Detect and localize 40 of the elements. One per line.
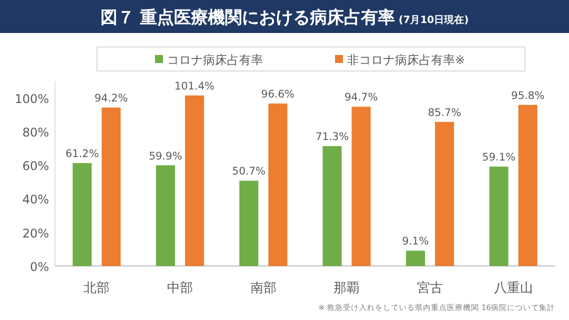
data-label: 96.6% [261, 88, 295, 101]
y-tick-label: 20% [22, 226, 49, 240]
bar [102, 108, 121, 266]
bar [72, 163, 92, 266]
data-label: 9.1% [402, 236, 429, 248]
x-tick-label: 宮古 [417, 280, 443, 296]
x-tick-label: 那覇 [334, 281, 360, 296]
data-label: 94.2% [94, 92, 128, 105]
y-tick-label: 60% [22, 159, 49, 174]
data-label: 71.3% [315, 131, 349, 144]
data-label: 59.9% [148, 150, 182, 162]
x-tick-label: 八重山 [494, 281, 533, 296]
x-tick-label: 北部 [84, 281, 110, 296]
data-label: 95.8% [511, 90, 545, 102]
bar [406, 250, 425, 266]
data-label: 85.7% [428, 106, 462, 119]
data-label: 101.4% [174, 80, 215, 92]
bar [518, 104, 538, 266]
bar [435, 122, 454, 266]
x-tick-label: 南部 [250, 281, 276, 296]
chart-title: 図７ 重点医療機関における病床占有率 [100, 8, 396, 28]
x-tick-label: 中部 [167, 281, 193, 296]
data-label: 61.2% [65, 148, 99, 160]
y-tick-label: 40% [22, 192, 49, 207]
y-tick-label: 0% [30, 260, 49, 274]
chart-subtitle: (7月10日現在) [395, 14, 469, 26]
bar [489, 166, 508, 266]
legend-label: 非コロナ病床占有率※ [347, 53, 466, 67]
bar [239, 180, 258, 266]
bar [185, 95, 204, 266]
bar [352, 106, 371, 266]
bar [322, 146, 342, 266]
bar [268, 104, 288, 266]
bar [156, 165, 175, 266]
data-label: 59.1% [482, 152, 516, 164]
y-tick-label: 80% [22, 125, 49, 140]
legend-label: コロナ病床占有率 [167, 53, 263, 67]
data-label: 50.7% [232, 166, 266, 178]
data-label: 94.7% [344, 92, 378, 104]
y-tick-label: 100% [14, 92, 49, 106]
